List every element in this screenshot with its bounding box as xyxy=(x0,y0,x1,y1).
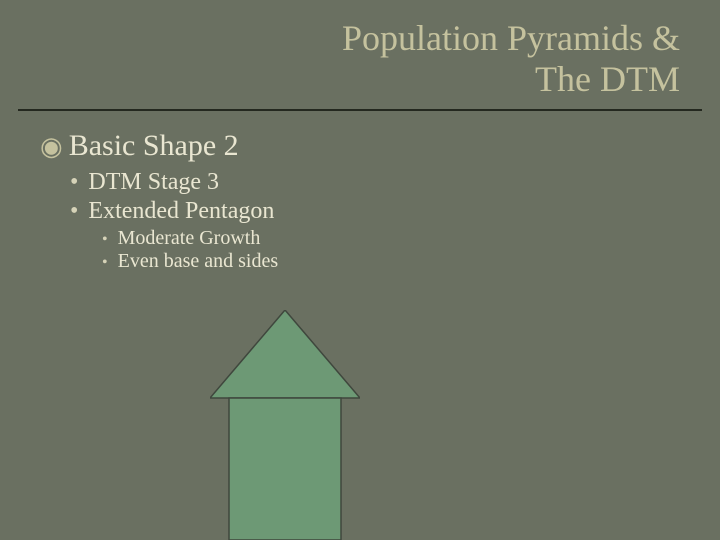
bullet-lvl2-0: • DTM Stage 3 xyxy=(70,169,680,196)
bullet-dot-icon: • xyxy=(70,169,78,196)
pentagon-shape xyxy=(210,310,360,540)
title-line-1: Population Pyramids & xyxy=(40,18,680,59)
pentagon-rect xyxy=(229,398,341,540)
pentagon-triangle xyxy=(210,310,360,398)
title-line-2: The DTM xyxy=(40,59,680,100)
bullet-lvl3-0-text: Moderate Growth xyxy=(118,227,261,250)
bullet-lvl1-icon: ◉ xyxy=(40,134,63,160)
title-block: Population Pyramids & The DTM xyxy=(0,0,720,101)
bullet-lvl1: ◉ Basic Shape 2 xyxy=(40,129,680,163)
bullet-dot-icon: • xyxy=(102,254,108,272)
bullet-lvl2-1: • Extended Pentagon xyxy=(70,198,680,225)
bullet-lvl2-0-text: DTM Stage 3 xyxy=(88,169,219,196)
bullet-lvl3-0: • Moderate Growth xyxy=(102,227,680,250)
bullet-dot-icon: • xyxy=(70,198,78,225)
bullet-lvl3-1-text: Even base and sides xyxy=(118,250,279,273)
bullet-lvl3-1: • Even base and sides xyxy=(102,250,680,273)
pentagon-svg xyxy=(210,310,360,540)
bullet-lvl2-1-text: Extended Pentagon xyxy=(88,198,274,225)
bullet-dot-icon: • xyxy=(102,231,108,249)
content-body: ◉ Basic Shape 2 • DTM Stage 3 • Extended… xyxy=(0,111,720,273)
bullet-lvl1-text: Basic Shape 2 xyxy=(69,129,239,163)
